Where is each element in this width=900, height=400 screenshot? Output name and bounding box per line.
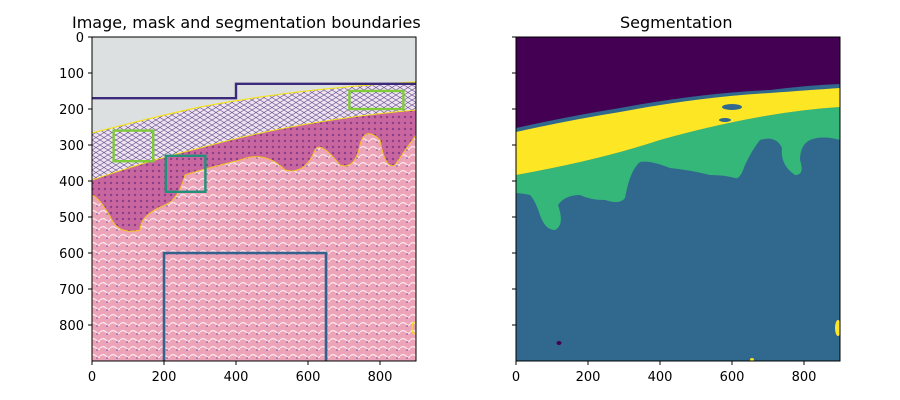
annotation-overlays [92, 82, 416, 361]
svg-text:200: 200 [59, 103, 84, 118]
svg-text:200: 200 [152, 370, 177, 385]
right-y-axis [512, 36, 516, 326]
right-panel-title: Segmentation [620, 13, 733, 32]
svg-text:100: 100 [59, 67, 84, 82]
corneum-mask-box-1 [112, 129, 155, 163]
left-x-axis [91, 361, 381, 365]
left-y-tick-labels: 0 100 200 300 400 500 600 700 800 [59, 31, 84, 334]
left-axes-frame [91, 36, 417, 362]
svg-text:400: 400 [224, 370, 249, 385]
left-x-tick-labels: 0 200 400 600 800 [88, 370, 393, 385]
corneum-mask-box-2 [348, 89, 405, 111]
svg-text:700: 700 [59, 283, 84, 298]
right-x-tick-labels: 0 200 400 600 800 [512, 370, 817, 385]
svg-text:800: 800 [792, 370, 817, 385]
svg-text:400: 400 [648, 370, 673, 385]
svg-text:800: 800 [59, 319, 84, 334]
svg-text:0: 0 [512, 370, 520, 385]
svg-text:0: 0 [76, 31, 84, 46]
segmentation-map [516, 37, 840, 361]
left-y-axis [88, 36, 92, 326]
svg-text:0: 0 [88, 370, 96, 385]
svg-text:500: 500 [59, 211, 84, 226]
dermis-mask-box [162, 251, 328, 361]
svg-text:200: 200 [576, 370, 601, 385]
right-x-axis [515, 361, 805, 365]
left-panel-title: Image, mask and segmentation boundaries [72, 13, 421, 32]
svg-text:600: 600 [296, 370, 321, 385]
svg-text:300: 300 [59, 139, 84, 154]
svg-text:800: 800 [368, 370, 393, 385]
svg-text:600: 600 [720, 370, 745, 385]
right-axes-frame [515, 36, 841, 362]
background-mask-line [92, 82, 416, 100]
epidermis-mask-box [164, 154, 207, 194]
histology-image [92, 37, 416, 361]
svg-text:400: 400 [59, 175, 84, 190]
svg-text:600: 600 [59, 247, 84, 262]
